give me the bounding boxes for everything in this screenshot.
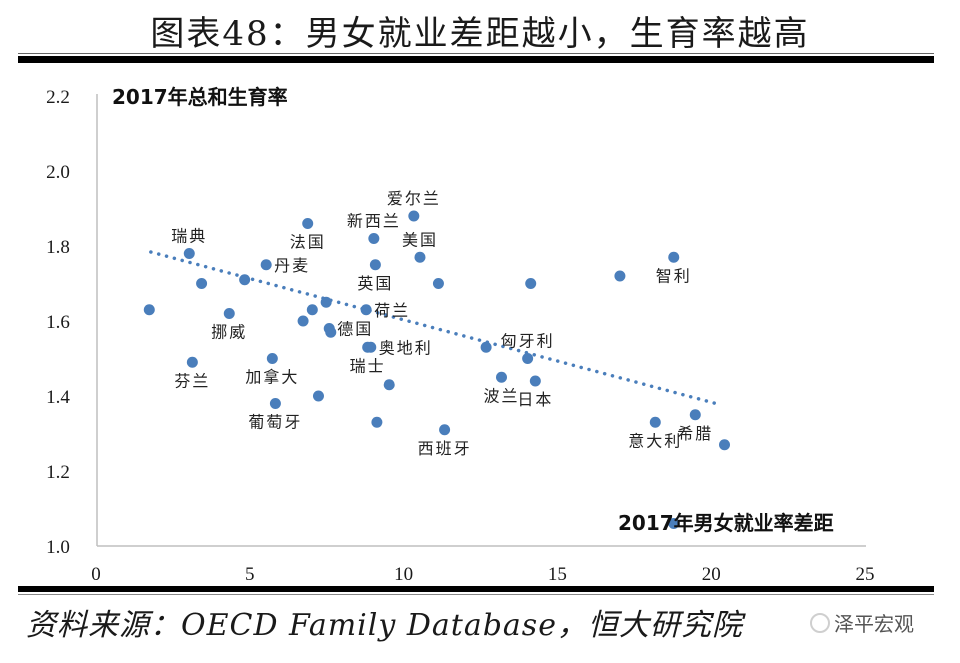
data-point bbox=[668, 251, 680, 263]
data-point-label: 奥地利 bbox=[379, 338, 433, 357]
data-point-label: 丹麦 bbox=[274, 256, 310, 275]
data-point-label: 美国 bbox=[402, 230, 438, 249]
data-point bbox=[143, 304, 155, 316]
data-point bbox=[302, 218, 314, 229]
title-divider bbox=[18, 56, 934, 63]
data-point-label: 葡萄牙 bbox=[248, 413, 302, 432]
data-point bbox=[649, 416, 661, 428]
data-point bbox=[266, 353, 278, 364]
y-tick-label: 1.0 bbox=[46, 537, 70, 558]
y-tick-label: 1.6 bbox=[46, 312, 70, 333]
source-note: 资料来源：OECD Family Database，恒大研究院 bbox=[26, 608, 743, 643]
data-point bbox=[312, 390, 324, 402]
data-point bbox=[360, 304, 372, 316]
data-point-label: 德国 bbox=[337, 320, 373, 339]
data-point bbox=[260, 259, 272, 271]
data-point bbox=[383, 379, 395, 391]
data-point-label: 新西兰 bbox=[347, 212, 401, 231]
data-point bbox=[239, 274, 251, 286]
watermark: 泽平宏观 bbox=[810, 608, 914, 637]
data-point bbox=[495, 371, 507, 383]
data-point bbox=[320, 296, 332, 308]
data-point bbox=[297, 315, 309, 327]
data-point-label: 西班牙 bbox=[418, 439, 472, 458]
data-point bbox=[269, 398, 281, 409]
x-tick-label: 25 bbox=[856, 564, 875, 580]
data-point bbox=[368, 233, 380, 244]
chart-title: 图表48：男女就业差距越小，生育率越高 bbox=[150, 14, 810, 54]
data-point bbox=[525, 278, 537, 289]
axes: 1.0 1.2 1.4 1.6 1.8 2.0 2.2 0 5 10 15 20 25 bbox=[46, 87, 874, 580]
data-point bbox=[614, 270, 626, 282]
data-point-label: 挪威 bbox=[211, 323, 247, 342]
data-point bbox=[439, 424, 451, 436]
data-point bbox=[365, 341, 377, 353]
data-point bbox=[432, 278, 444, 289]
data-point-label: 英国 bbox=[357, 274, 393, 293]
data-point bbox=[689, 409, 701, 421]
footer-divider-thin bbox=[18, 594, 934, 595]
watermark-text: 泽平宏观 bbox=[834, 612, 914, 636]
data-point bbox=[371, 416, 383, 428]
title-divider-thin bbox=[18, 53, 934, 54]
y-tick-label: 2.2 bbox=[46, 87, 70, 108]
data-point-label: 希腊 bbox=[677, 424, 713, 443]
x-tick-label: 0 bbox=[91, 564, 101, 580]
data-points bbox=[143, 210, 731, 529]
data-point bbox=[196, 278, 208, 289]
data-point-label: 瑞典 bbox=[171, 227, 207, 246]
data-point-label: 加拿大 bbox=[245, 368, 299, 387]
footer-divider bbox=[18, 586, 934, 592]
data-point bbox=[186, 356, 198, 368]
wechat-logo-icon bbox=[810, 612, 830, 633]
data-point bbox=[719, 439, 731, 451]
y-tick-label: 2.0 bbox=[46, 162, 70, 183]
data-point-label: 波兰 bbox=[483, 386, 519, 405]
data-point-label: 意大利 bbox=[628, 431, 682, 450]
data-point bbox=[223, 308, 235, 319]
data-point bbox=[529, 375, 541, 387]
data-point bbox=[522, 353, 534, 364]
data-point-label: 法国 bbox=[290, 233, 326, 252]
data-point-label: 荷兰 bbox=[374, 301, 410, 320]
x-tick-label: 15 bbox=[548, 564, 567, 580]
data-point-label: 智利 bbox=[656, 266, 692, 285]
data-point-label: 爱尔兰 bbox=[387, 189, 441, 208]
data-point bbox=[325, 326, 337, 338]
data-point-label: 日本 bbox=[517, 390, 553, 409]
data-point bbox=[480, 341, 492, 353]
data-point bbox=[369, 259, 381, 271]
data-point bbox=[306, 304, 318, 316]
y-axis-title: 2017年总和生育率 bbox=[112, 85, 288, 109]
data-point bbox=[414, 251, 426, 263]
data-point-label: 瑞士 bbox=[350, 356, 386, 375]
x-tick-label: 10 bbox=[394, 564, 413, 580]
data-point bbox=[408, 210, 420, 222]
y-tick-label: 1.2 bbox=[46, 462, 70, 483]
data-point-label: 芬兰 bbox=[174, 371, 210, 390]
x-tick-label: 5 bbox=[245, 564, 255, 580]
x-axis-title: 2017年男女就业率差距 bbox=[618, 511, 834, 535]
y-tick-label: 1.8 bbox=[46, 237, 70, 258]
x-tick-label: 20 bbox=[702, 564, 721, 580]
data-point bbox=[668, 518, 680, 529]
data-point-label: 匈牙利 bbox=[501, 332, 555, 351]
y-tick-label: 1.4 bbox=[46, 387, 70, 408]
data-point bbox=[183, 248, 195, 259]
